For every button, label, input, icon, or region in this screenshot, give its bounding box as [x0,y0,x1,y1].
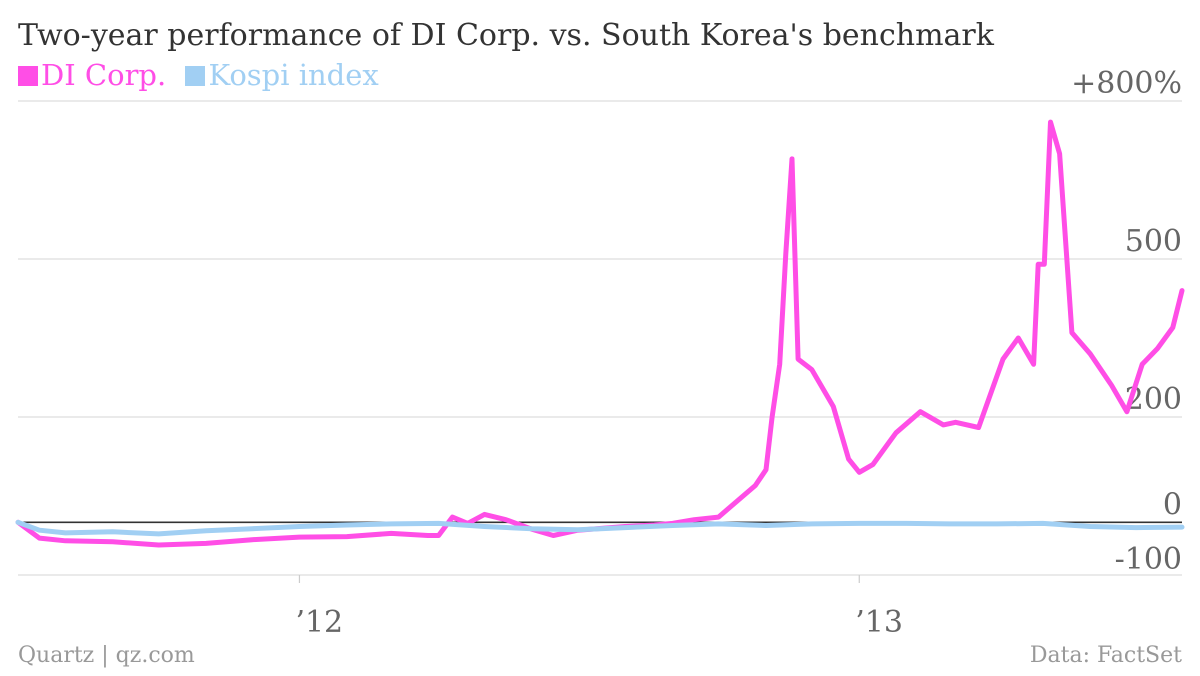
legend-swatch-di-corp [18,66,38,86]
legend-label-di-corp: DI Corp. [41,58,167,92]
legend-item-di-corp: DI Corp. [18,58,166,92]
y-tick-label: 500 [1125,224,1182,259]
legend: DI Corp. Kospi index [18,58,389,92]
legend-label-kospi: Kospi index [208,58,379,92]
grid-lines [18,100,1182,583]
legend-swatch-kospi [185,66,206,86]
x-tick-label: ’12 [295,605,343,640]
series-line-kospi [15,519,1185,537]
y-tick-label: +800% [1071,66,1182,101]
y-tick-label: -100 [1115,542,1182,577]
y-tick-label: 0 [1163,487,1182,522]
footer-source-right: Data: FactSet [1029,643,1182,668]
legend-item-kospi: Kospi index [185,58,379,92]
chart-title: Two-year performance of DI Corp. vs. Sou… [18,18,994,53]
x-tick-label: ’13 [855,605,903,640]
series-line-di-corp [15,119,1185,548]
footer-source-left: Quartz | qz.com [18,643,195,668]
series-lines [15,119,1185,548]
